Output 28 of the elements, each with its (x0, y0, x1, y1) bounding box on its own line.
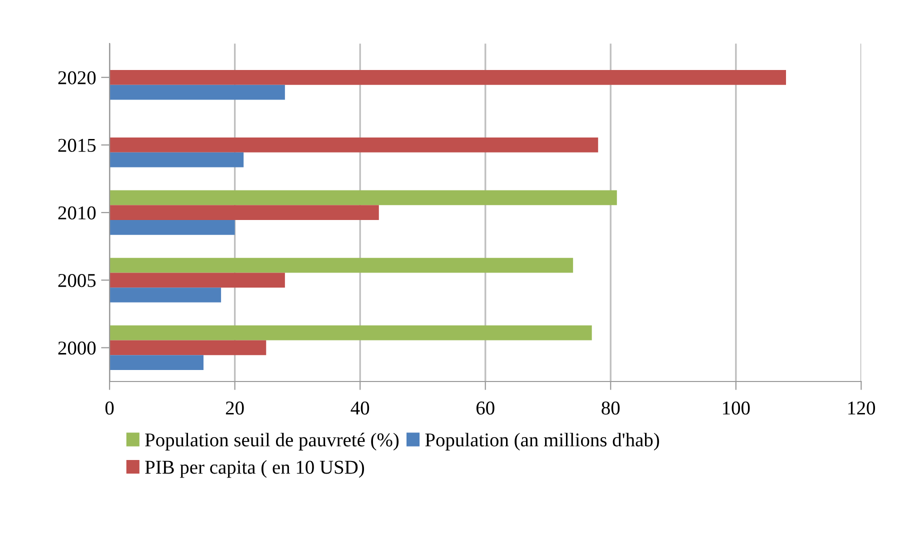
x-tick-label: 20 (226, 402, 244, 415)
x-tick-label: 40 (350, 402, 370, 415)
y-tick-label: 2020 (58, 71, 96, 84)
bar (110, 272, 285, 288)
bar (110, 205, 379, 220)
bar (110, 138, 598, 152)
x-tick-label: 0 (105, 402, 114, 415)
y-tick-label: 2015 (58, 138, 96, 152)
x-tick-label: 60 (476, 402, 494, 415)
x-tick-label: 120 (848, 402, 876, 415)
x-tick-label: 100 (723, 402, 750, 415)
bar (110, 258, 574, 273)
y-tick-label: 2000 (58, 342, 96, 355)
bar (110, 152, 244, 168)
x-tick-label: 80 (602, 402, 620, 415)
legend-label: Population seuil de pauvreté (%) (145, 432, 399, 450)
bar (110, 340, 266, 356)
bar (110, 325, 592, 340)
y-tick-label: 2010 (58, 206, 96, 220)
bar (110, 288, 222, 302)
legend-label: Population (an millions d'hab) (425, 432, 660, 450)
bar (110, 220, 235, 235)
bar (110, 355, 204, 370)
y-tick-label: 2005 (58, 274, 96, 288)
bar (110, 190, 617, 206)
bar (110, 84, 285, 100)
bar (110, 70, 786, 85)
legend-label: PIB per capita ( en 10 USD) (145, 460, 364, 478)
